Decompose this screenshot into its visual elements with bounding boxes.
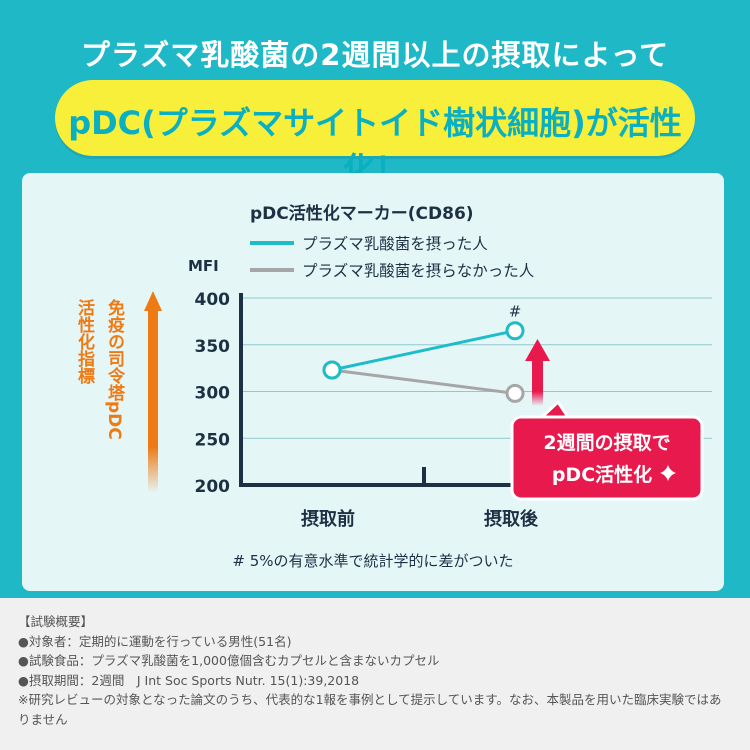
- callout-box: 2週間の摂取で pDC活性化: [510, 399, 704, 501]
- data-point-series-2: [505, 383, 525, 403]
- side-label-pdc: 免疫の司令塔pDC: [104, 298, 125, 440]
- increase-arrow-shaft: [532, 358, 543, 406]
- chart: pDC活性化マーカー(CD86) プラズマ乳酸菌を摂った人 プラズマ乳酸菌を摂ら…: [74, 203, 712, 570]
- study-period: ●摂取期間：2週間 J Int Soc Sports Nutr. 15(1):3…: [18, 672, 360, 688]
- y-tick-label: 400: [195, 290, 231, 310]
- y-tick-label: 350: [195, 337, 231, 357]
- legend-label-series-2: プラズマ乳酸菌を摂らなかった人: [302, 262, 534, 280]
- series-line-1: [331, 329, 516, 372]
- chart-panel: pDC活性化マーカー(CD86) プラズマ乳酸菌を摂った人 プラズマ乳酸菌を摂ら…: [22, 173, 724, 591]
- significance-mark: #: [509, 303, 522, 321]
- chart-title: pDC活性化マーカー(CD86): [250, 203, 474, 224]
- callout-line-1: 2週間の摂取で: [543, 431, 670, 454]
- data-point-series-1: [505, 321, 525, 341]
- y-axis-label: MFI: [188, 257, 219, 275]
- study-summary-heading: 【試験概要】: [18, 614, 94, 629]
- side-label-activation-index: 活性化指標: [74, 298, 95, 385]
- study-subjects: ●対象者：定期的に運動を行っている男性(51名): [18, 633, 292, 649]
- data-point-series-1: [322, 360, 342, 380]
- y-tick-label: 250: [195, 430, 231, 450]
- legend-label-series-1: プラズマ乳酸菌を摂った人: [302, 235, 488, 253]
- increase-arrow-head-icon: [525, 339, 550, 361]
- y-tick-label: 300: [195, 384, 231, 404]
- series-line-2: [331, 368, 516, 395]
- study-summary: 【試験概要】 ●対象者：定期的に運動を行っている男性(51名) ●試験食品：プラ…: [18, 612, 733, 729]
- page-title: プラズマ乳酸菌の2週間以上の摂取によって: [80, 38, 670, 72]
- headline-banner: pDC(プラズマサイトイド樹状細胞)が活性化！: [55, 80, 695, 188]
- y-tick-label: 200: [195, 477, 231, 497]
- sparkle-icon: [660, 465, 676, 481]
- significance-footnote: # 5%の有意水準で統計学的に差がついた: [232, 552, 513, 570]
- callout-line-2: pDC活性化: [552, 463, 652, 486]
- side-arrow-shaft: [148, 307, 158, 493]
- study-test-food: ●試験食品：プラズマ乳酸菌を1,000億個含むカプセルと含まないカプセル: [18, 653, 440, 668]
- side-arrow-head-icon: [144, 291, 162, 311]
- headline-text: pDC(プラズマサイトイド樹状細胞)が活性化！: [68, 104, 682, 188]
- x-tick-label: 摂取後: [484, 508, 539, 530]
- study-disclaimer: ※研究レビューの対象となった論文のうち、代表的な1報を事例として提示しています。…: [18, 692, 722, 727]
- x-tick-label: 摂取前: [301, 508, 355, 530]
